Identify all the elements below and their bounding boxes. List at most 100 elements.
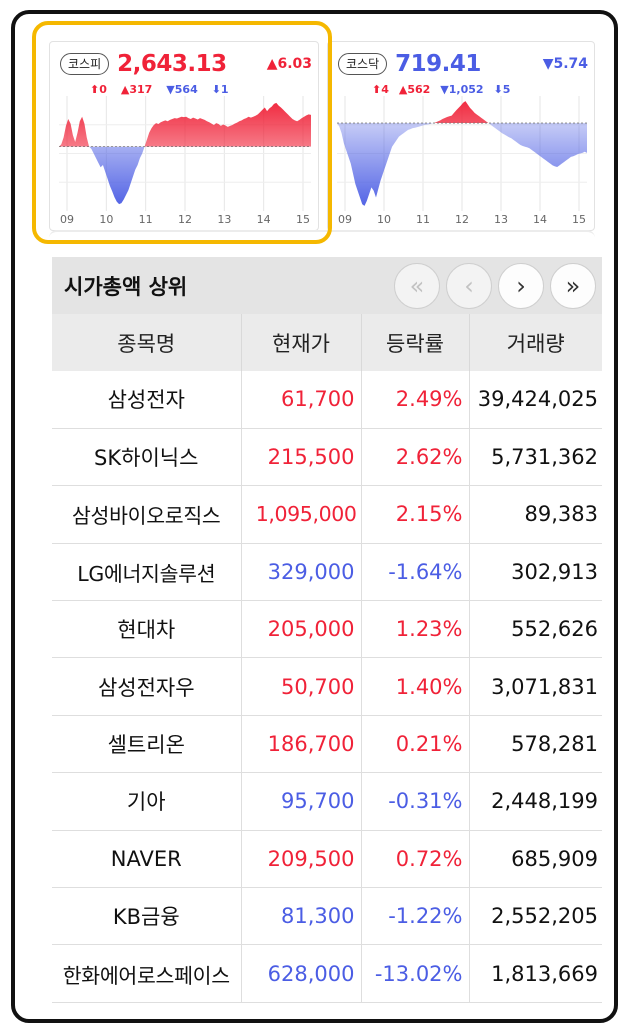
kospi-declining-count: ▼564 [166,83,198,96]
stock-name[interactable]: 셀트리온 [52,715,242,774]
kospi-time-axis: 09 10 11 12 13 14 15 [59,213,311,227]
stock-change-rate: 0.21% [361,715,470,774]
stock-name[interactable]: SK하이닉스 [52,428,242,487]
kosdaq-intraday-chart [337,96,587,211]
table-row[interactable]: 삼성전자우 50,700 1.40% 3,071,831 [52,657,602,716]
kosdaq-header: 코스닥 719.41 ▼5.74 [338,50,588,78]
column-header-name[interactable]: 종목명 [52,314,242,371]
double-chevron-left-icon: « [409,272,425,300]
stock-change-rate: -1.64% [361,543,470,602]
stock-name[interactable]: 한화에어로스페이스 [52,944,242,1003]
stock-name[interactable]: 삼성전자 [52,371,242,429]
table-row[interactable]: 기아 95,700 -0.31% 2,448,199 [52,772,602,831]
stock-price: 215,500 [241,428,362,487]
time-tick-label: 12 [178,213,192,226]
time-tick-label: 10 [99,213,114,226]
stock-change-rate: -1.22% [361,887,470,946]
stock-change-rate: 1.40% [361,657,470,716]
next-page-button[interactable]: › [498,263,544,309]
stock-name[interactable]: 삼성바이오로직스 [52,485,242,544]
kospi-intraday-chart [59,96,311,211]
kospi-header: 코스피 2,643.13 ▲6.03 [60,50,312,78]
phone-frame: 코스피 2,643.13 ▲6.03 ⬆0 ▲317 ▼564 ⬇1 09 10 1… [11,10,618,1023]
column-header-volume[interactable]: 거래량 [469,314,602,371]
kospi-change: ▲6.03 [266,56,312,72]
kosdaq-lower-limit-count: ⬇5 [493,83,511,96]
chart-area-above-base [337,101,587,124]
stock-change-rate: -13.02% [361,944,470,1003]
stock-change-rate: -0.31% [361,772,470,831]
stock-volume: 2,448,199 [469,772,602,831]
kospi-name-badge: 코스피 [60,53,110,75]
market-cap-ranking-table: 종목명 현재가 등락률 거래량 삼성전자 61,700 2.49% 39,424,02… [52,314,602,1003]
time-tick-label: 09 [338,213,352,226]
chevron-right-icon: › [516,272,526,300]
chart-area-below-base [59,146,311,205]
stock-volume: 685,909 [469,830,602,889]
table-row[interactable]: KB금융 81,300 -1.22% 2,552,205 [52,887,602,946]
first-page-button[interactable]: « [394,263,440,309]
stock-name[interactable]: 삼성전자우 [52,657,242,716]
stock-change-rate: 2.15% [361,485,470,544]
stock-volume: 578,281 [469,715,602,774]
time-tick-label: 10 [377,213,391,226]
kospi-upper-limit-count: ⬆0 [90,83,107,96]
stock-volume: 3,071,831 [469,657,602,716]
time-tick-label: 12 [455,213,469,226]
kospi-breadth-stats: ⬆0 ▲317 ▼564 ⬇1 [90,83,310,96]
stock-name[interactable]: NAVER [52,830,242,889]
kospi-lower-limit-count: ⬇1 [211,83,229,96]
stock-name[interactable]: KB금융 [52,887,242,946]
kosdaq-time-axis: 09 10 11 12 13 14 15 [337,213,589,227]
stock-volume: 39,424,025 [469,371,602,429]
column-header-price[interactable]: 현재가 [241,314,362,371]
stock-price: 329,000 [241,543,362,602]
stock-price: 61,700 [241,371,362,429]
double-chevron-right-icon: » [565,272,581,300]
table-row[interactable]: LG에너지솔루션 329,000 -1.64% 302,913 [52,543,602,602]
kosdaq-declining-count: ▼1,052 [440,83,484,96]
time-tick-label: 15 [296,213,310,226]
stock-price: 50,700 [241,657,362,716]
table-row[interactable]: SK하이닉스 215,500 2.62% 5,731,362 [52,428,602,487]
time-tick-label: 13 [494,213,508,226]
last-page-button[interactable]: » [550,263,596,309]
kosdaq-breadth-stats: ⬆4 ▲562 ▼1,052 ⬇5 [372,83,586,96]
column-header-rate[interactable]: 등락률 [361,314,470,371]
table-row[interactable]: 삼성전자 61,700 2.49% 39,424,025 [52,371,602,429]
stock-volume: 1,813,669 [469,944,602,1003]
stock-change-rate: 2.49% [361,371,470,429]
table-row[interactable]: 셀트리온 186,700 0.21% 578,281 [52,715,602,774]
stock-volume: 89,383 [469,485,602,544]
kosdaq-upper-limit-count: ⬆4 [372,83,389,96]
table-row[interactable]: 현대차 205,000 1.23% 552,626 [52,600,602,659]
kosdaq-value: 719.41 [395,51,481,77]
kospi-advancing-count: ▲317 [120,83,153,96]
kospi-index-card[interactable]: 코스피 2,643.13 ▲6.03 ⬆0 ▲317 ▼564 ⬇1 09 10 1… [49,41,319,231]
time-tick-label: 14 [256,213,271,226]
stock-price: 628,000 [241,944,362,1003]
chevron-left-icon: ‹ [464,272,474,300]
kosdaq-change: ▼5.74 [542,56,588,72]
stock-name[interactable]: 현대차 [52,600,242,659]
kosdaq-advancing-count: ▲562 [398,83,431,96]
stock-name[interactable]: LG에너지솔루션 [52,543,242,602]
table-row[interactable]: 한화에어로스페이스 628,000 -13.02% 1,813,669 [52,944,602,1003]
market-cap-ranking-header: 시가총액 상위 « ‹ › » [52,257,602,314]
table-row[interactable]: NAVER 209,500 0.72% 685,909 [52,830,602,889]
time-tick-label: 14 [533,213,547,226]
stock-name[interactable]: 기아 [52,772,242,831]
stock-volume: 552,626 [469,600,602,659]
stock-volume: 5,731,362 [469,428,602,487]
stock-price: 95,700 [241,772,362,831]
kosdaq-name-badge: 코스닥 [338,53,388,75]
table-row[interactable]: 삼성바이오로직스 1,095,000 2.15% 89,383 [52,485,602,544]
prev-page-button[interactable]: ‹ [446,263,492,309]
kosdaq-index-card[interactable]: 코스닥 719.41 ▼5.74 ⬆4 ▲562 ▼1,052 ⬇5 09 10 1… [327,41,595,231]
time-tick-label: 15 [572,213,586,226]
stock-price: 205,000 [241,600,362,659]
next-card-peek [49,230,595,250]
table-header-row: 종목명 현재가 등락률 거래량 [52,314,602,371]
chart-area-below-base [337,123,587,206]
time-tick-label: 11 [416,213,430,226]
